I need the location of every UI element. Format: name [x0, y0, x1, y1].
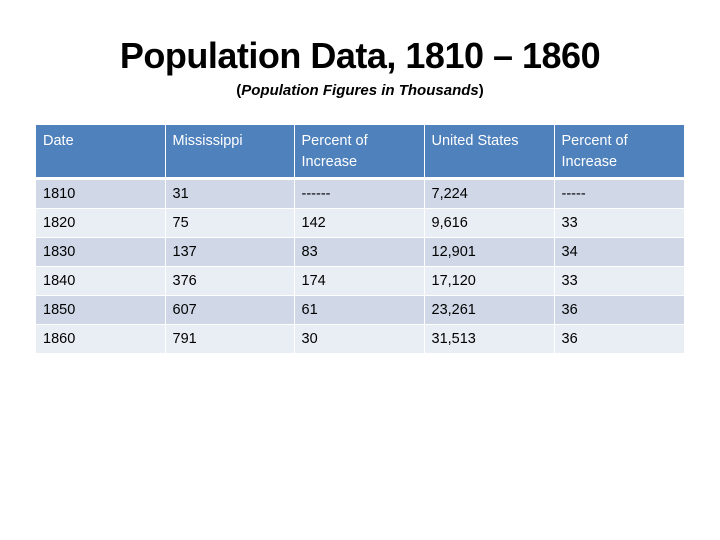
- cell-mississippi: 607: [164, 295, 294, 325]
- table-row: 1830 137 83 12,901 34: [36, 237, 684, 267]
- cell-us: 7,224: [423, 178, 554, 209]
- subtitle-open-paren: (: [236, 82, 242, 99]
- cell-mississippi: 75: [164, 208, 294, 238]
- cell-date: 1820: [36, 208, 165, 238]
- population-table: Date Mississippi Percent of Increase Uni…: [36, 125, 684, 354]
- cell-ms-percent: 30: [293, 324, 424, 354]
- cell-us-percent: 33: [553, 208, 684, 238]
- cell-date: 1850: [36, 295, 165, 325]
- slide-subtitle: (Population Figures in Thousands): [0, 80, 720, 102]
- cell-ms-percent: 142: [293, 208, 424, 238]
- header-date: Date: [36, 125, 165, 180]
- cell-us-percent: 36: [553, 295, 684, 325]
- cell-ms-percent: 83: [293, 237, 424, 267]
- cell-us-percent: 34: [553, 237, 684, 267]
- cell-us-percent: 33: [553, 266, 684, 296]
- header-us-percent-increase: Percent of Increase: [553, 125, 684, 180]
- cell-date: 1840: [36, 266, 165, 296]
- table-header-row: Date Mississippi Percent of Increase Uni…: [36, 125, 684, 180]
- cell-us-percent: 36: [553, 324, 684, 354]
- table-row: 1860 791 30 31,513 36: [36, 324, 684, 354]
- table-row: 1810 31 ------ 7,224 -----: [36, 178, 684, 209]
- cell-us-percent: -----: [553, 178, 684, 209]
- cell-mississippi: 376: [164, 266, 294, 296]
- subtitle-italic-text: Population Figures in Thousands: [241, 82, 479, 99]
- cell-date: 1860: [36, 324, 165, 354]
- slide-title: Population Data, 1810 – 1860: [119, 35, 601, 76]
- cell-mississippi: 791: [164, 324, 294, 354]
- cell-ms-percent: ------: [293, 178, 424, 209]
- cell-us: 31,513: [423, 324, 554, 354]
- cell-us: 9,616: [423, 208, 554, 238]
- table-row: 1840 376 174 17,120 33: [36, 266, 684, 296]
- cell-date: 1810: [36, 178, 165, 209]
- cell-us: 12,901: [423, 237, 554, 267]
- header-mississippi: Mississippi: [164, 125, 294, 180]
- cell-mississippi: 31: [164, 178, 294, 209]
- cell-ms-percent: 61: [293, 295, 424, 325]
- cell-us: 17,120: [423, 266, 554, 296]
- header-united-states: United States: [423, 125, 554, 180]
- cell-us: 23,261: [423, 295, 554, 325]
- table-row: 1850 607 61 23,261 36: [36, 295, 684, 325]
- cell-date: 1830: [36, 237, 165, 267]
- table-row: 1820 75 142 9,616 33: [36, 208, 684, 238]
- header-ms-percent-increase: Percent of Increase: [293, 125, 424, 180]
- cell-mississippi: 137: [164, 237, 294, 267]
- subtitle-close-paren: ): [478, 82, 484, 99]
- cell-ms-percent: 174: [293, 266, 424, 296]
